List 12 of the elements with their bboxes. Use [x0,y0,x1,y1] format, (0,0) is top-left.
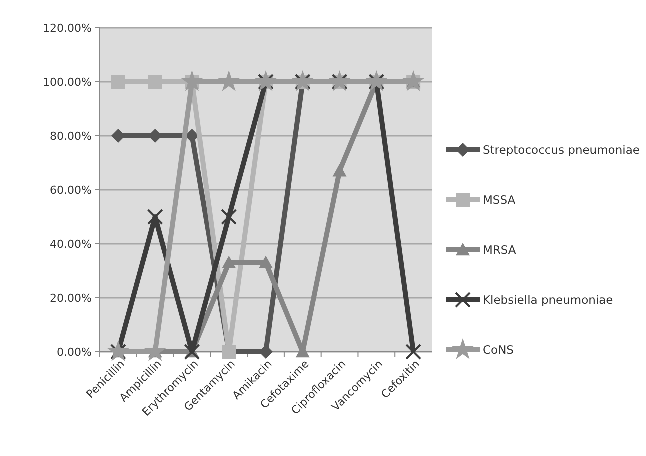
legend-label: MSSA [483,193,516,208]
y-tick-label: 0.00% [57,346,92,359]
y-tick-label: 100.00% [43,76,92,89]
legend-label: CoNS [483,343,514,358]
legend-label: MRSA [483,243,516,258]
y-tick-label: 20.00% [50,292,92,305]
y-tick-label: 60.00% [50,184,92,197]
y-tick-label: 80.00% [50,130,92,143]
legend-label: Streptococcus pneumoniae [483,143,640,158]
y-tick-label: 40.00% [50,238,92,251]
y-tick-label: 120.00% [43,22,92,35]
legend-label: Klebsiella pneumoniae [483,293,614,308]
